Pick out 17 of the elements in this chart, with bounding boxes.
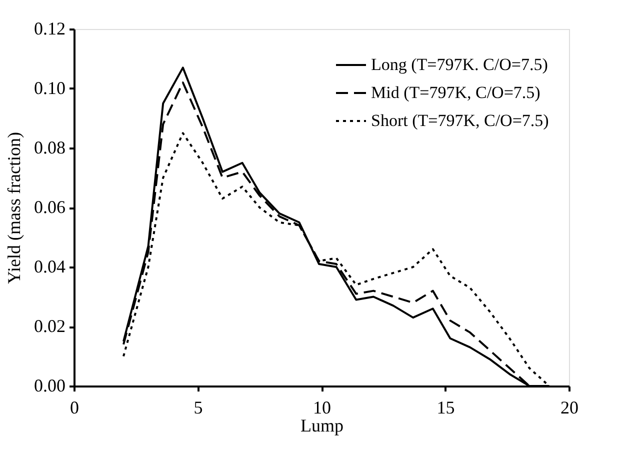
x-tick-label: 20: [560, 398, 578, 418]
y-tick-label: 0.02: [34, 316, 66, 336]
y-tick-label: 0.12: [34, 18, 66, 38]
y-tick-label: 0.10: [34, 78, 66, 98]
x-tick-label: 15: [436, 398, 455, 418]
y-tick-label: 0.00: [34, 376, 66, 396]
y-tick-label: 0.04: [34, 256, 66, 276]
legend-label: Short (T=797K, C/O=7.5): [371, 111, 549, 130]
y-axis-title: Yield (mass fraction): [4, 132, 24, 284]
x-tick-label: 5: [194, 398, 203, 418]
x-axis-title: Lump: [300, 416, 344, 436]
x-tick-label: 10: [313, 398, 331, 418]
x-tick-label: 0: [70, 398, 79, 418]
legend-label: Long (T=797K. C/O=7.5): [371, 55, 548, 74]
legend-label: Mid (T=797K, C/O=7.5): [371, 83, 540, 102]
y-tick-label: 0.06: [34, 197, 66, 217]
y-tick-label: 0.08: [34, 138, 66, 158]
